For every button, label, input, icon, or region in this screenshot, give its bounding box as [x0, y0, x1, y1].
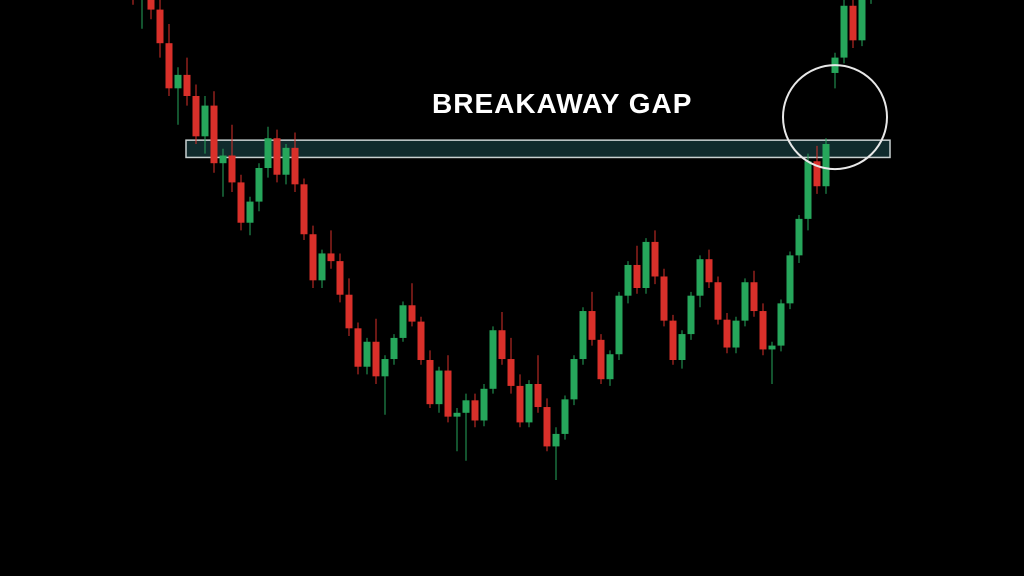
candlestick-chart-svg: [0, 0, 1024, 576]
candlestick-chart-root: BREAKAWAY GAP: [0, 0, 1024, 576]
breakaway-gap-label: BREAKAWAY GAP: [432, 88, 692, 120]
